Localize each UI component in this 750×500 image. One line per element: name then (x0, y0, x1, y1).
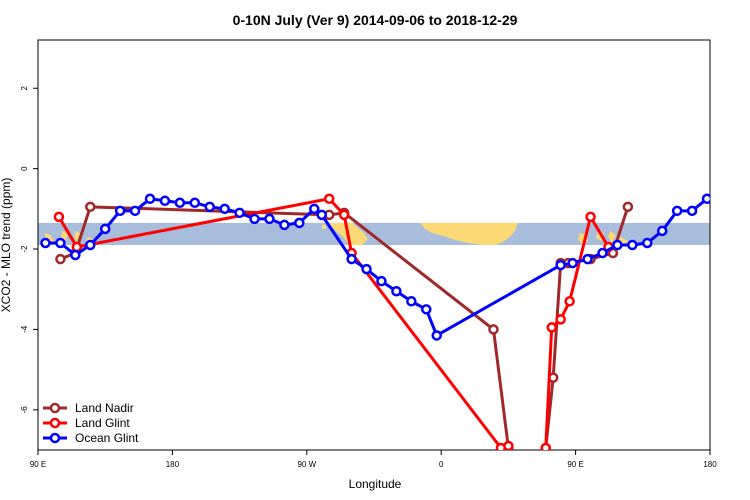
data-point (555, 314, 566, 325)
data-point (686, 205, 698, 217)
data-point (406, 296, 417, 307)
legend-marker (49, 417, 61, 429)
x-tick-label: 0 (439, 460, 444, 469)
data-point (585, 211, 596, 223)
data-point (642, 237, 653, 249)
data-point (53, 211, 65, 223)
series-ocean-glint (40, 193, 726, 341)
data-point (567, 257, 578, 269)
legend-marker (49, 432, 61, 444)
legend-label: Ocean Glint (75, 431, 139, 445)
data-point (718, 197, 726, 205)
data-point (564, 296, 575, 307)
data-point (361, 263, 372, 275)
data-point (622, 201, 634, 213)
data-point (488, 324, 499, 335)
data-point (534, 458, 542, 466)
data-point (503, 440, 514, 450)
data-point (114, 205, 126, 217)
data-point (55, 237, 66, 249)
data-point (174, 197, 186, 209)
data-point (534, 458, 542, 466)
y-axis-label: XCO2 - MLO trend (ppm) (0, 178, 13, 313)
data-point (71, 241, 83, 253)
data-point (671, 205, 683, 217)
legend-label: Land Glint (75, 416, 130, 430)
series-land-glint (53, 193, 614, 466)
legend-label: Land Nadir (75, 401, 134, 415)
legend-marker (49, 402, 61, 414)
data-point (85, 239, 96, 251)
data-point (40, 237, 51, 249)
data-point (546, 322, 557, 333)
x-tick-label: 180 (166, 460, 180, 469)
data-point (376, 275, 387, 287)
y-tick-label: -6 (20, 406, 29, 414)
x-tick-label: 180 (703, 460, 717, 469)
series-line (57, 197, 610, 450)
data-point (612, 239, 623, 251)
series-line (59, 205, 630, 450)
data-point (346, 253, 357, 265)
ocean-band (38, 222, 710, 245)
y-tick-label: -4 (20, 325, 29, 333)
land-shape (618, 236, 628, 245)
data-point (431, 330, 442, 341)
data-point (323, 193, 335, 205)
data-point (316, 209, 327, 221)
data-point (421, 304, 432, 315)
data-point (391, 285, 402, 297)
plot-frame (37, 39, 711, 451)
data-point (144, 193, 156, 205)
data-point (512, 458, 520, 466)
land-shape (322, 224, 326, 229)
data-point (234, 207, 245, 219)
series-layer (40, 193, 726, 466)
data-point (264, 213, 275, 225)
x-tick-label: 90 E (567, 460, 583, 469)
chart-title: 0-10N July (Ver 9) 2014-09-06 to 2018-12… (233, 12, 518, 28)
data-point (159, 195, 171, 207)
data-point (701, 193, 710, 205)
series-line (45, 197, 710, 337)
data-point (129, 205, 141, 217)
y-tick-label: 2 (20, 85, 29, 90)
land-shape (420, 222, 518, 245)
x-tick-label: 90 W (297, 460, 316, 469)
data-point (204, 201, 215, 213)
y-tick-label: 0 (20, 166, 29, 171)
data-point (70, 249, 81, 261)
data-point (540, 442, 551, 450)
data-point (85, 201, 96, 213)
data-point (656, 225, 668, 237)
x-tick-label: 90 E (30, 460, 46, 469)
y-tick-label: -2 (20, 245, 29, 253)
data-point (219, 203, 230, 215)
data-point (555, 259, 566, 271)
data-point (512, 458, 520, 466)
data-point (582, 253, 593, 265)
data-point (597, 247, 608, 259)
data-point (309, 203, 320, 215)
data-point (294, 217, 305, 229)
x-axis-label: Longitude (349, 477, 402, 491)
data-point (189, 197, 201, 209)
land-shape (608, 230, 616, 243)
data-point (99, 223, 111, 235)
y-axis: 2 0 -2 -4 -6 (20, 85, 38, 413)
data-point (627, 239, 638, 251)
data-point (338, 209, 350, 221)
data-point (55, 253, 66, 265)
x-axis: 90 E 180 90 W 0 90 E 180 (30, 450, 717, 469)
data-point (279, 219, 290, 231)
data-point (249, 213, 260, 225)
